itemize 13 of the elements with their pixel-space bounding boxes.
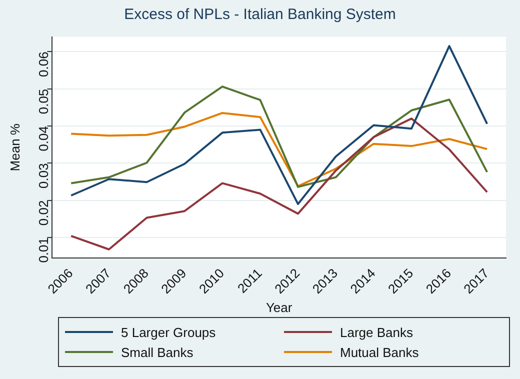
legend-label: Small Banks xyxy=(121,344,194,360)
legend-label: 5 Larger Groups xyxy=(121,324,216,340)
y-tick-label: 0.04 xyxy=(36,126,51,152)
y-tick-label: 0.03 xyxy=(36,163,51,188)
y-tick-label: 0.01 xyxy=(36,237,51,263)
y-tick-label: 0.02 xyxy=(36,200,51,226)
chart-title: Excess of NPLs - Italian Banking System xyxy=(123,6,397,23)
legend-label: Mutual Banks xyxy=(340,344,419,360)
y-tick-label: 0.06 xyxy=(36,52,51,77)
legend-label: Large Banks xyxy=(340,324,413,340)
y-tick-label: 0.05 xyxy=(36,88,51,114)
y-axis-title: Mean % xyxy=(7,123,22,172)
x-axis-title: Year xyxy=(266,300,293,315)
